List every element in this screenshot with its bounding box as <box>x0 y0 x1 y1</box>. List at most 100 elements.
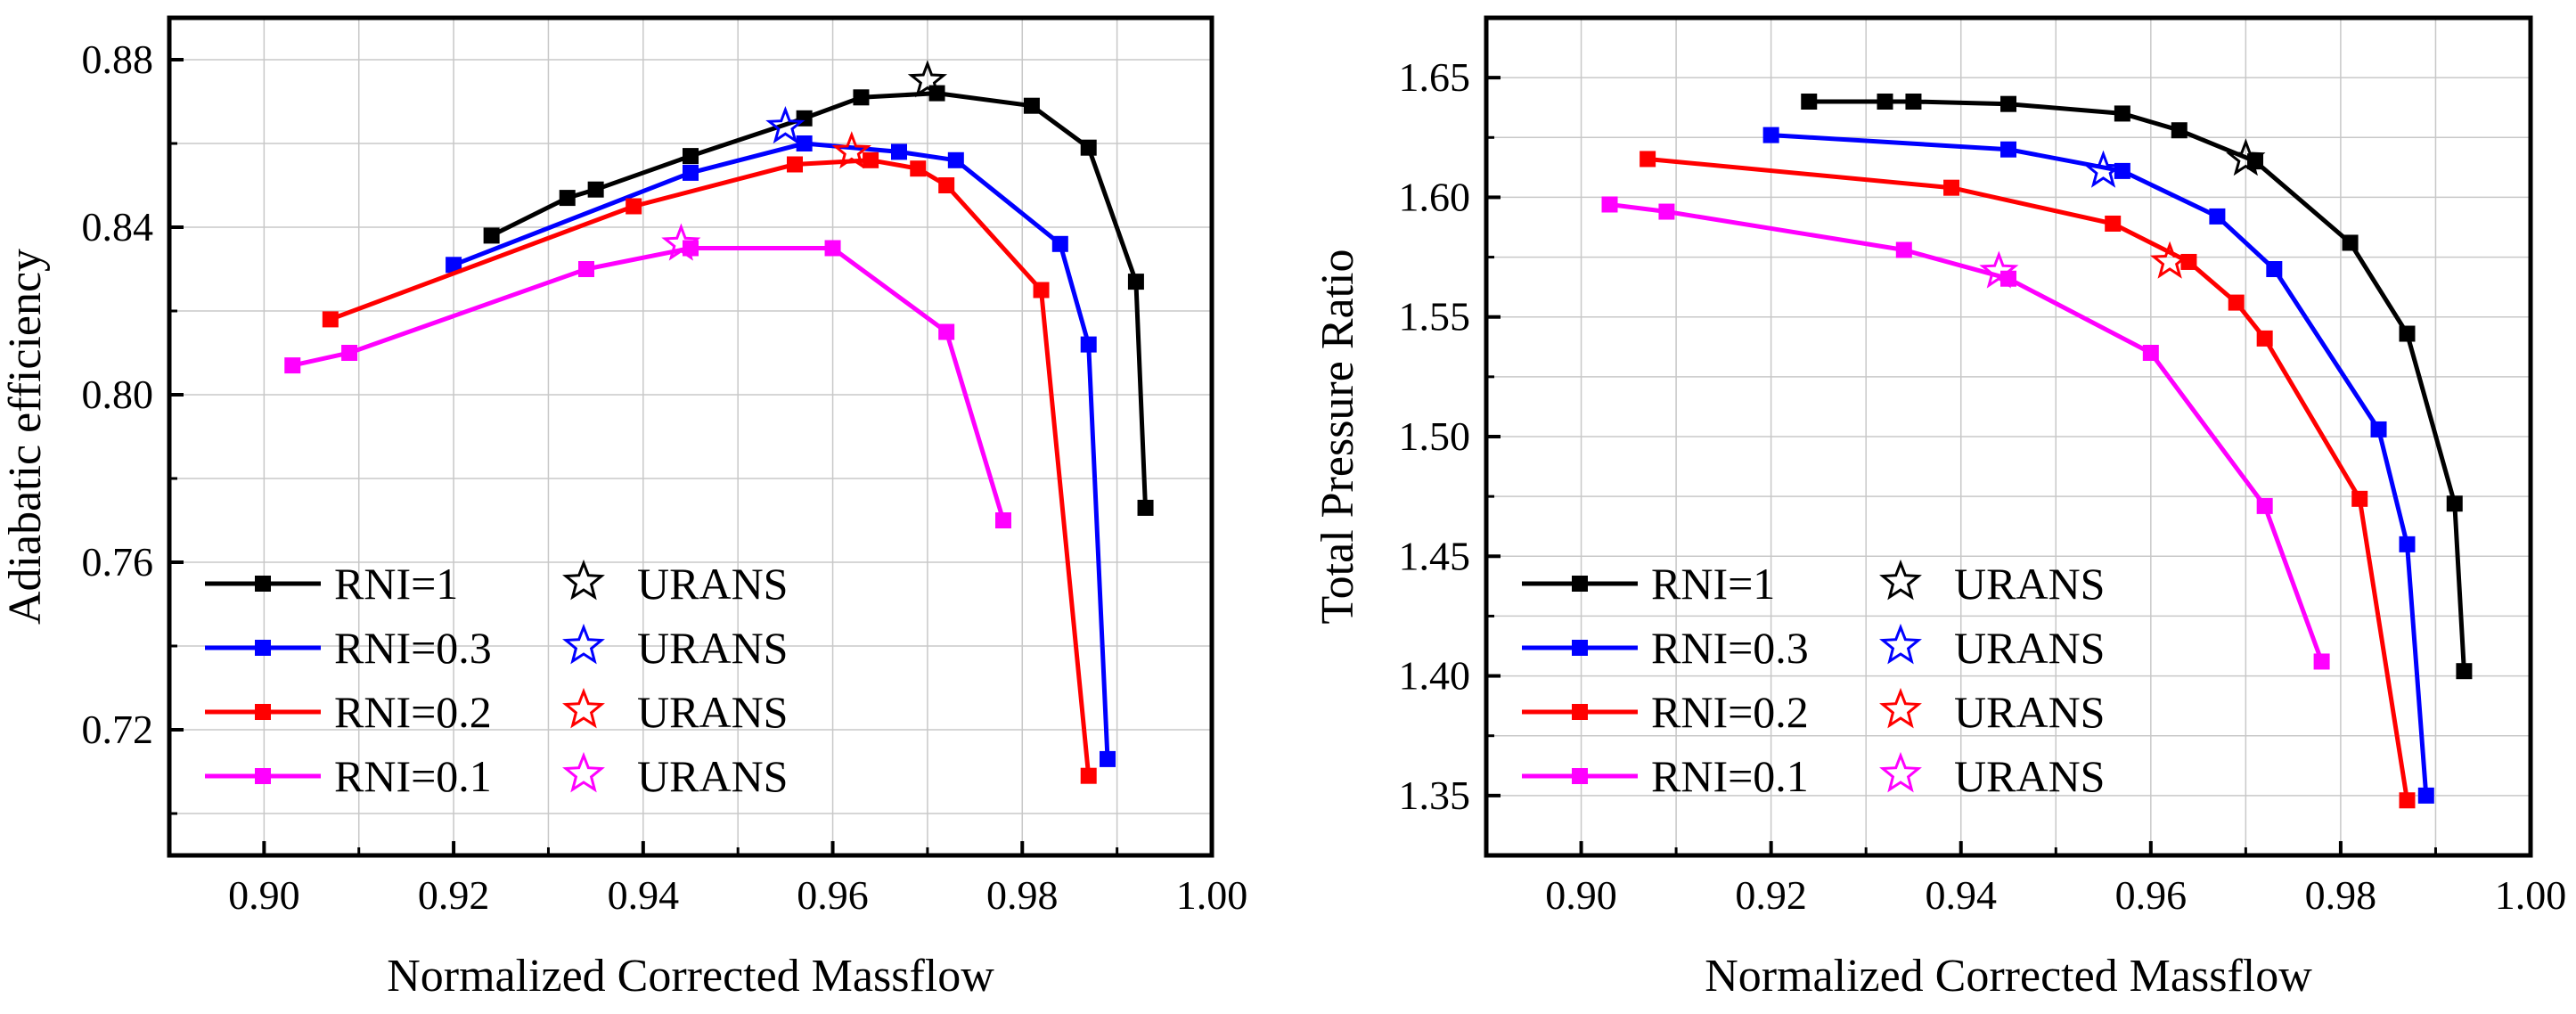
x-tick-label: 0.96 <box>797 872 869 918</box>
data-point <box>1801 94 1818 110</box>
data-point <box>626 198 642 215</box>
data-point <box>1601 196 1618 213</box>
legend-star-icon <box>1879 623 1922 665</box>
x-tick-label: 0.96 <box>2115 872 2188 918</box>
data-point <box>2228 294 2245 311</box>
legend-label: RNI=0.1 <box>334 751 492 801</box>
data-point <box>483 227 500 244</box>
data-point <box>559 190 576 207</box>
y-tick-label: 0.84 <box>82 204 154 249</box>
legend-label: URANS <box>1954 687 2105 737</box>
data-point <box>2256 497 2273 514</box>
series-line-3 <box>329 158 1092 776</box>
plot-frame <box>167 15 1214 858</box>
data-point <box>824 240 841 257</box>
data-point <box>2370 421 2387 437</box>
data-point <box>2171 122 2188 139</box>
data-point <box>1080 767 1097 784</box>
data-point <box>322 311 339 328</box>
legend: RNI=1 URANS RNI=0.3 URANS RNI=0.2 URANS RNI=0.… <box>205 559 788 801</box>
legend-label: RNI=0.3 <box>334 623 492 673</box>
x-axis-title: Normalized Corrected Massflow <box>1705 951 2312 1002</box>
x-tick-label: 0.98 <box>2305 872 2377 918</box>
data-point <box>938 177 955 193</box>
y-tick-label: 0.88 <box>82 37 154 82</box>
y-tick-label: 1.65 <box>1399 54 1471 100</box>
legend-label: RNI=0.2 <box>334 687 492 737</box>
data-point <box>1877 94 1893 110</box>
legend-label: URANS <box>1954 559 2105 609</box>
legend-star-icon <box>562 559 605 601</box>
legend-label: RNI=1 <box>334 559 458 609</box>
urans-star-marker <box>2150 241 2190 279</box>
urans-star-marker <box>661 223 701 261</box>
data-point <box>1895 241 1912 258</box>
y-tick-label: 0.80 <box>82 372 154 417</box>
urans-star-marker <box>1979 250 2019 289</box>
series-line-2 <box>453 141 1110 760</box>
legend-marker <box>1572 768 1588 784</box>
legend-star-icon <box>1879 559 1922 601</box>
data-point <box>2313 653 2330 670</box>
data-point <box>2209 208 2226 225</box>
data-point <box>683 164 699 181</box>
data-point <box>2114 105 2130 122</box>
x-tick-label: 0.92 <box>1735 872 1807 918</box>
chart-pressure: 0.90 0.92 0.94 0.96 0.98 1.00 1.35 1.40 1.45 1.50… <box>1313 15 2566 1002</box>
y-tick-label: 1.40 <box>1399 653 1471 699</box>
urans-star-marker <box>2226 138 2266 176</box>
urans-star-marker <box>2083 150 2123 188</box>
legend-star-icon <box>1879 687 1922 729</box>
urans-star-marker <box>765 105 806 144</box>
legend-marker <box>1572 576 1588 592</box>
data-point <box>683 240 699 257</box>
legend-marker <box>1572 640 1588 656</box>
data-point <box>683 148 699 165</box>
data-point <box>853 89 870 106</box>
data-point <box>341 345 358 361</box>
data-point <box>1051 235 1068 252</box>
series-line-1 <box>490 91 1148 509</box>
series-line-4 <box>291 246 1006 521</box>
data-point <box>1080 139 1097 156</box>
y-tick-label: 1.55 <box>1399 294 1471 339</box>
legend-star-icon <box>562 687 605 729</box>
y-tick-label: 0.76 <box>82 539 154 585</box>
data-point <box>2266 261 2283 277</box>
data-point <box>2000 95 2016 112</box>
data-point <box>284 357 301 374</box>
data-point <box>1080 336 1097 353</box>
data-point <box>2342 234 2359 251</box>
data-point <box>1100 750 1116 767</box>
data-point <box>2399 536 2416 552</box>
data-point <box>578 261 594 277</box>
legend-marker <box>255 576 271 592</box>
data-point <box>587 181 604 198</box>
legend-star-icon <box>1879 751 1922 793</box>
data-point <box>1943 179 1960 196</box>
x-tick-label: 1.00 <box>1176 872 1248 918</box>
data-point <box>2446 495 2463 512</box>
data-point <box>947 151 964 168</box>
data-point <box>2142 345 2159 361</box>
data-point <box>1905 94 1922 110</box>
legend-label: RNI=0.2 <box>1651 687 1809 737</box>
chart-efficiency: 0.90 0.92 0.94 0.96 0.98 1.00 0.72 0.76 0.80 0.84… <box>0 15 1248 1002</box>
y-axis-title: Total Pressure Ratio <box>1313 249 1363 625</box>
x-tick-label: 0.90 <box>228 872 300 918</box>
legend-marker <box>255 768 271 784</box>
y-tick-label: 1.60 <box>1399 174 1471 219</box>
data-point <box>1033 282 1050 298</box>
legend-label: URANS <box>637 559 788 609</box>
legend-star-icon <box>562 751 605 793</box>
data-point <box>1658 203 1675 220</box>
series-line-2 <box>1770 133 2429 797</box>
legend-label: URANS <box>637 751 788 801</box>
data-point <box>2351 490 2368 507</box>
data-point <box>787 156 803 173</box>
x-tick-label: 0.94 <box>1925 872 1997 918</box>
data-point <box>2000 141 2016 158</box>
data-point <box>910 160 927 177</box>
data-point <box>2399 792 2416 809</box>
legend-label: RNI=1 <box>1651 559 1775 609</box>
